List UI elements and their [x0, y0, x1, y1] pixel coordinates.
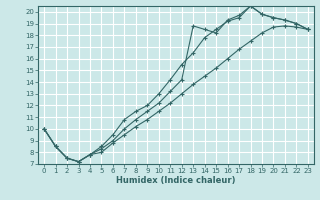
X-axis label: Humidex (Indice chaleur): Humidex (Indice chaleur): [116, 176, 236, 185]
